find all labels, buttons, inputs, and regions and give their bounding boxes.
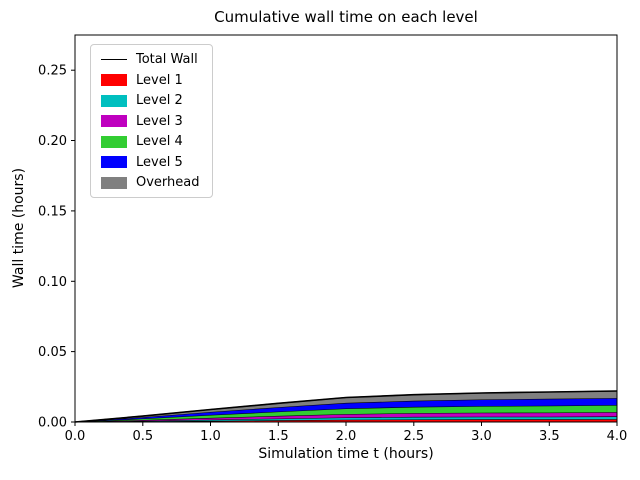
area-level-5 bbox=[75, 398, 617, 422]
legend-item-total-wall: Total Wall bbox=[101, 52, 200, 67]
legend-color-swatch bbox=[101, 156, 127, 168]
x-tick-label: 3.5 bbox=[539, 429, 560, 444]
legend-item-level-4: Level 4 bbox=[101, 134, 200, 149]
legend-color-swatch bbox=[101, 74, 127, 86]
legend-color-swatch bbox=[101, 135, 127, 148]
y-tick-label: 0.05 bbox=[38, 345, 67, 360]
x-tick-label: 1.5 bbox=[268, 429, 289, 444]
x-tick-label: 2.0 bbox=[336, 429, 357, 444]
legend-item-level-5: Level 5 bbox=[101, 155, 200, 170]
legend-label: Level 1 bbox=[136, 72, 183, 88]
legend-item-level-1: Level 1 bbox=[101, 73, 200, 88]
legend-label: Level 5 bbox=[136, 154, 183, 170]
legend-color-swatch bbox=[101, 176, 127, 189]
x-tick-label: 0.5 bbox=[132, 429, 153, 444]
legend-color-swatch bbox=[101, 94, 127, 107]
x-tick-label: 0.0 bbox=[65, 429, 86, 444]
x-axis-label: Simulation time t (hours) bbox=[258, 446, 434, 462]
area-level-3 bbox=[75, 412, 617, 422]
y-tick-label: 0.15 bbox=[38, 204, 67, 219]
legend-label: Level 4 bbox=[136, 134, 183, 149]
y-tick-label: 0.10 bbox=[38, 275, 67, 290]
legend-label: Total Wall bbox=[136, 52, 198, 67]
legend-line-swatch bbox=[101, 59, 127, 60]
chart-title: Cumulative wall time on each level bbox=[214, 8, 478, 26]
legend-item-level-3: Level 3 bbox=[101, 114, 200, 129]
x-tick-label: 2.5 bbox=[403, 429, 424, 444]
y-axis-label: Wall time (hours) bbox=[11, 167, 27, 289]
area-overhead bbox=[75, 391, 617, 422]
legend-item-level-2: Level 2 bbox=[101, 93, 200, 108]
y-tick-label: 0.25 bbox=[38, 64, 67, 79]
x-tick-label: 1.0 bbox=[200, 429, 221, 444]
y-tick-label: 0.20 bbox=[38, 134, 67, 149]
x-tick-label: 3.0 bbox=[471, 429, 492, 444]
legend-label: Level 2 bbox=[136, 93, 183, 108]
y-tick-label: 0.00 bbox=[38, 416, 67, 431]
area-level-4 bbox=[75, 405, 617, 422]
x-tick-label: 4.0 bbox=[607, 429, 628, 444]
area-level-2 bbox=[75, 416, 617, 422]
legend-item-overhead: Overhead bbox=[101, 175, 200, 190]
total-wall-line bbox=[74, 390, 618, 423]
legend-color-swatch bbox=[101, 115, 127, 127]
legend: Total Wall Level 1 Level 2 Level 3 Level 4 Le… bbox=[90, 44, 213, 198]
legend-label: Level 3 bbox=[136, 113, 183, 129]
legend-label: Overhead bbox=[136, 175, 200, 190]
